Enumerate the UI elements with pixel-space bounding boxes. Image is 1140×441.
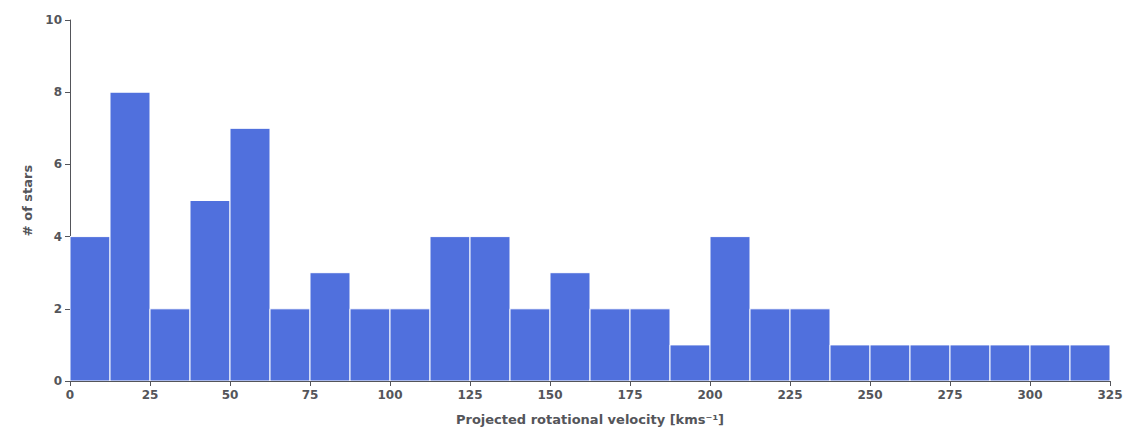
- svg-text:250: 250: [857, 388, 882, 402]
- svg-text:50: 50: [222, 388, 239, 402]
- svg-text:325: 325: [1097, 388, 1122, 402]
- svg-text:200: 200: [697, 388, 722, 402]
- svg-text:75: 75: [302, 388, 319, 402]
- svg-text:0: 0: [54, 374, 62, 388]
- svg-text:275: 275: [937, 388, 962, 402]
- svg-text:Projected rotational velocity: Projected rotational velocity [kms⁻¹]: [456, 412, 724, 427]
- svg-text:300: 300: [1017, 388, 1042, 402]
- svg-text:8: 8: [54, 85, 62, 99]
- svg-text:10: 10: [45, 13, 62, 27]
- svg-text:# of stars: # of stars: [20, 165, 35, 237]
- svg-text:0: 0: [66, 388, 74, 402]
- svg-text:4: 4: [54, 230, 62, 244]
- svg-text:225: 225: [777, 388, 802, 402]
- svg-text:175: 175: [617, 388, 642, 402]
- svg-text:2: 2: [54, 302, 62, 316]
- svg-text:6: 6: [54, 157, 62, 171]
- svg-text:125: 125: [457, 388, 482, 402]
- svg-text:100: 100: [377, 388, 402, 402]
- svg-text:150: 150: [537, 388, 562, 402]
- svg-text:25: 25: [142, 388, 159, 402]
